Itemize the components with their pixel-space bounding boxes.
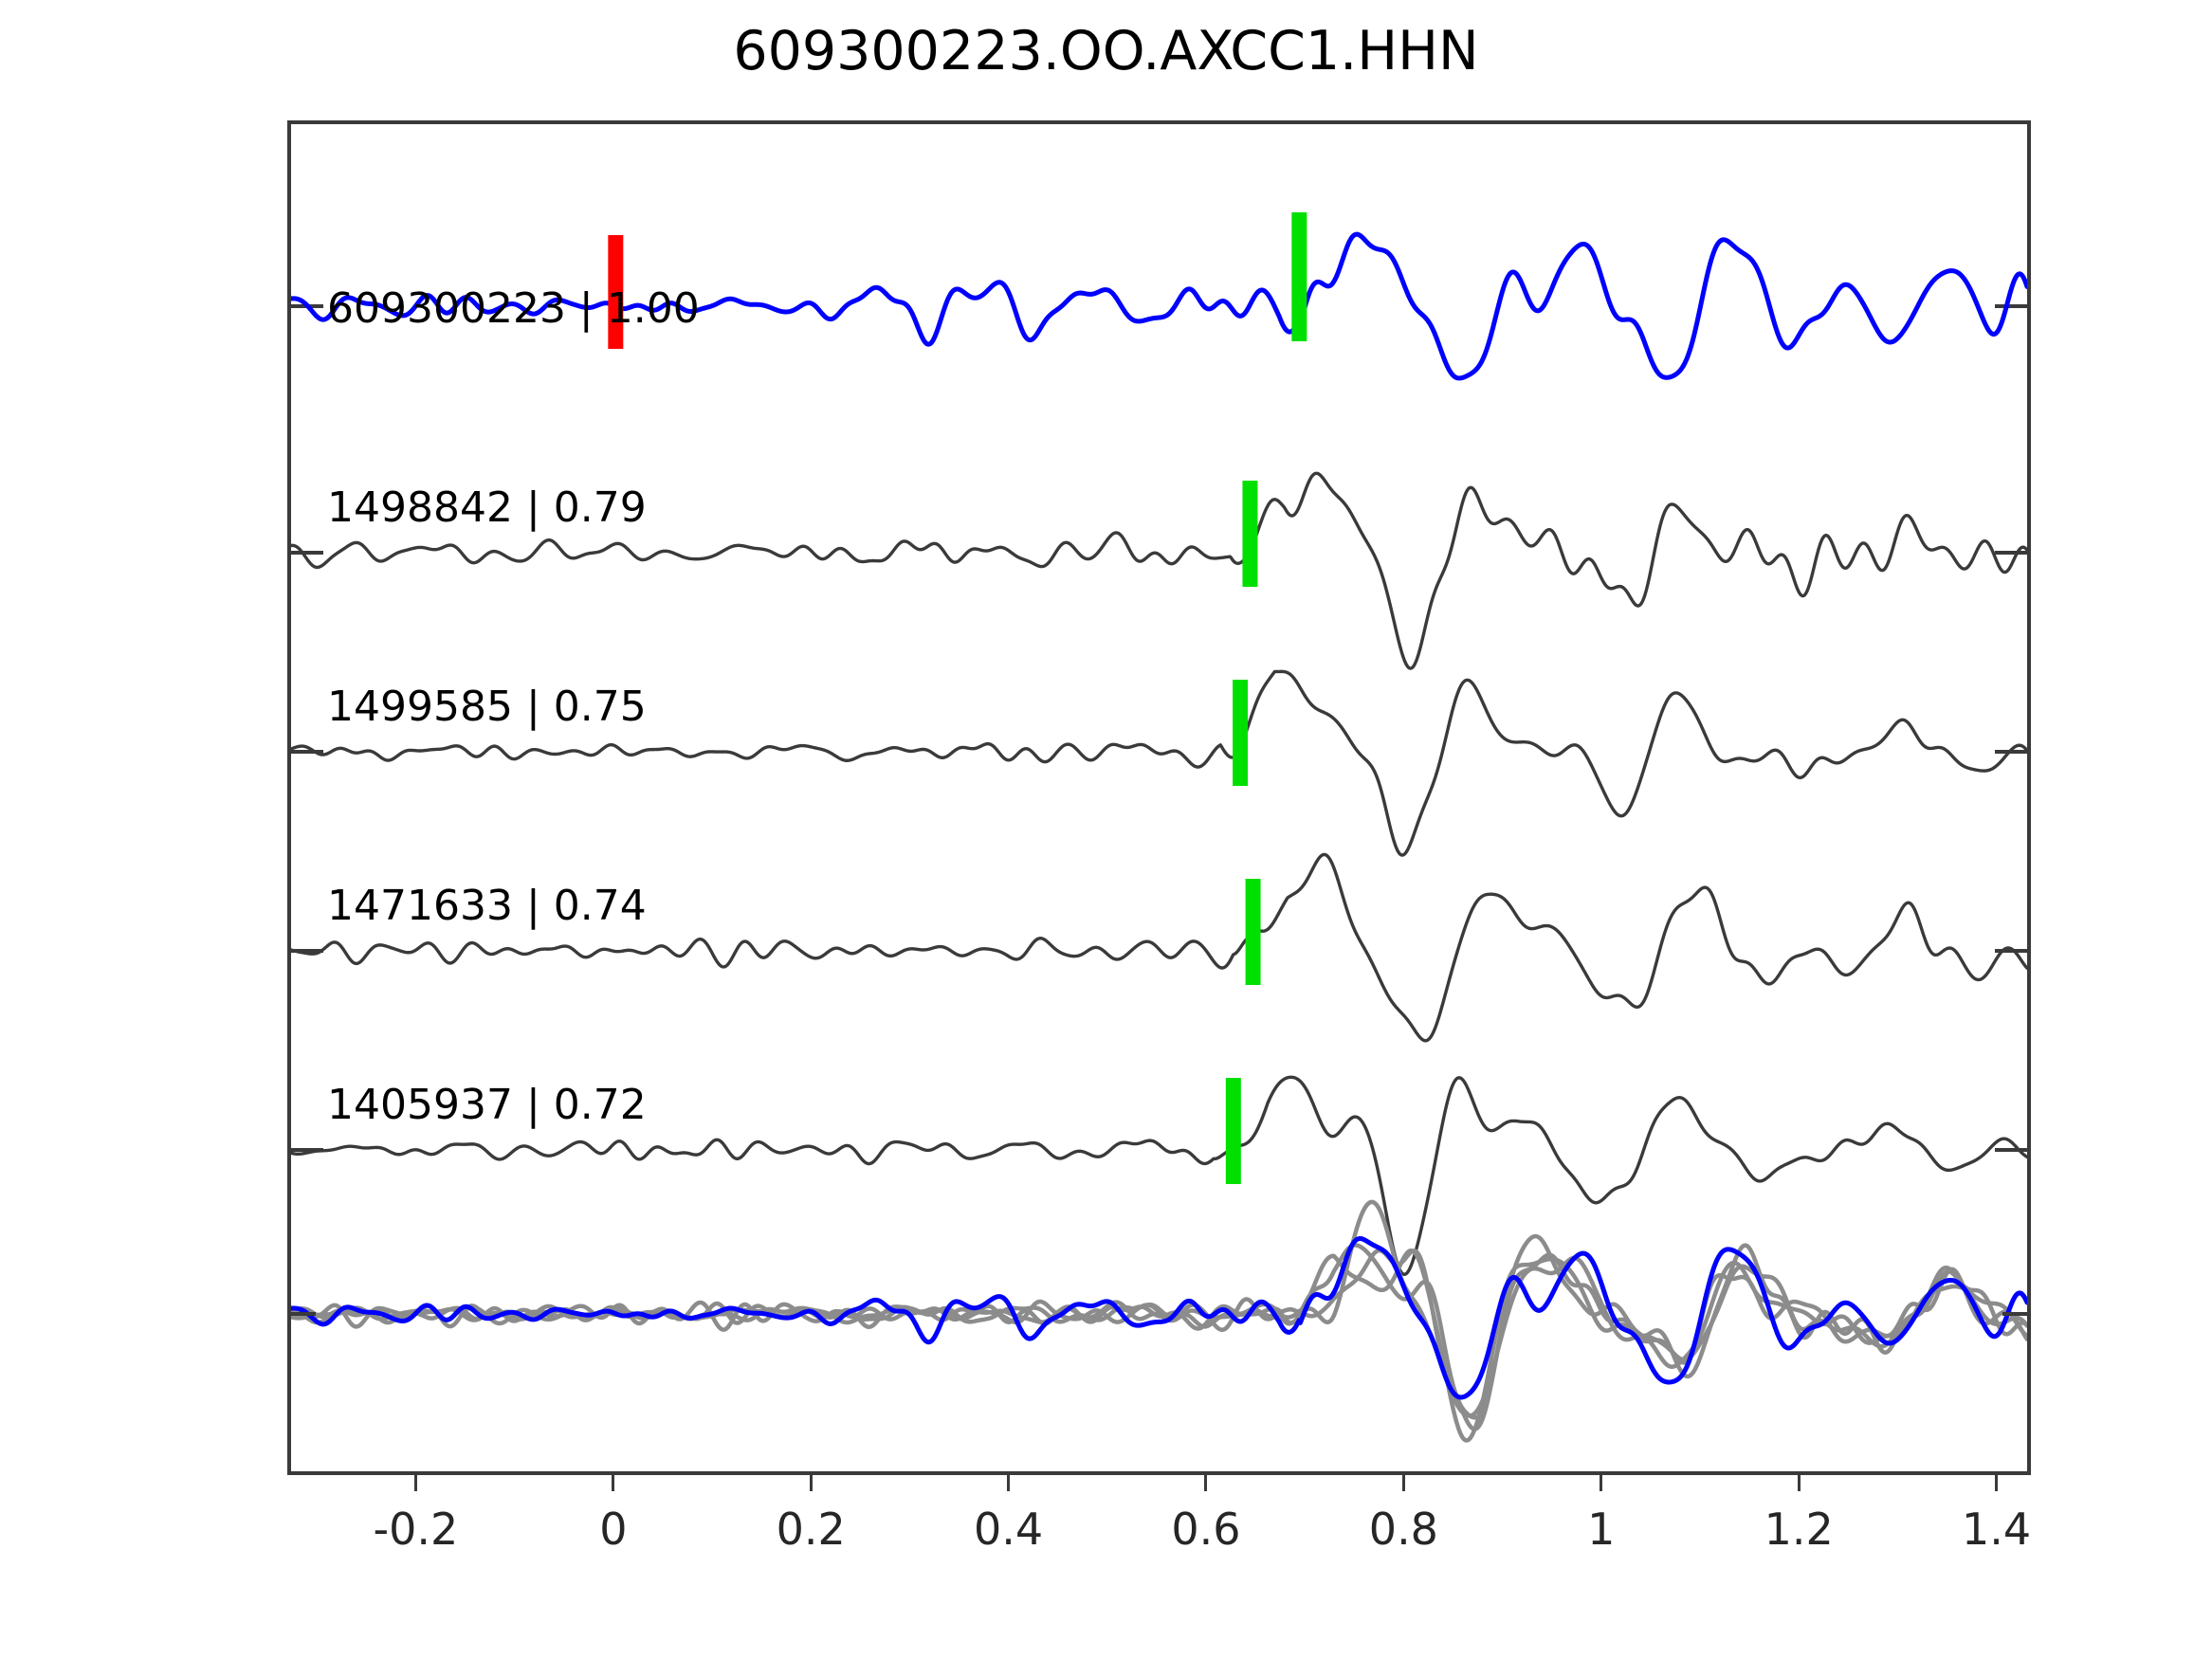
waveform-609300223 <box>291 231 2027 381</box>
x-tick-label: 0.8 <box>1368 1504 1438 1555</box>
x-tick-mark <box>413 1475 417 1491</box>
stack-overlay-1471633 <box>291 1248 2027 1443</box>
x-tick-label: 0 <box>599 1504 628 1555</box>
x-tick-label: 1.4 <box>1961 1504 2032 1555</box>
x-tick-label: 1.2 <box>1764 1504 1834 1555</box>
stack-overlay-1405937 <box>291 1199 2027 1431</box>
stack-overlay-1498842 <box>291 1243 2027 1420</box>
trace-label-609300223: 609300223 | 1.00 <box>327 284 700 333</box>
x-tick-mark <box>612 1475 615 1491</box>
x-tick-label: 0.6 <box>1171 1504 1241 1555</box>
waveform-1498842 <box>291 471 2027 670</box>
x-tick-mark <box>1600 1475 1603 1491</box>
x-tick-label: 1 <box>1587 1504 1616 1555</box>
trace-group-1499585 <box>291 669 2027 857</box>
trace-label-1498842: 1498842 | 0.79 <box>327 483 647 532</box>
plot-area <box>287 120 2031 1475</box>
x-tick-mark <box>1007 1475 1011 1491</box>
trace-label-1405937: 1405937 | 0.72 <box>327 1081 647 1129</box>
trace-label-1471633: 1471633 | 0.74 <box>327 882 647 930</box>
trace-group-1405937 <box>291 1075 2027 1277</box>
waveform-canvas <box>291 212 2027 1443</box>
waveform-1499585 <box>291 669 2027 857</box>
x-tick-mark <box>1797 1475 1801 1491</box>
x-tick-label: 0.2 <box>776 1504 846 1555</box>
x-tick-label: -0.2 <box>373 1504 459 1555</box>
x-tick-label: 0.4 <box>974 1504 1044 1555</box>
trace-group-1471633 <box>291 852 2027 1043</box>
waveform-1471633 <box>291 852 2027 1043</box>
stack-template-trace <box>291 1236 2027 1400</box>
x-axis: -0.2 0 0.2 0.4 0.6 0.8 1 1.2 1.4 <box>287 1475 2031 1560</box>
x-tick-mark <box>1995 1475 1999 1491</box>
stack-panel <box>291 1199 2027 1443</box>
waveform-1405937 <box>291 1075 2027 1277</box>
trace-group-1498842 <box>291 471 2027 670</box>
x-tick-mark <box>1204 1475 1208 1491</box>
stack-overlay-1499585 <box>291 1248 2027 1418</box>
trace-label-1499585: 1499585 | 0.75 <box>327 683 647 731</box>
page-title: 609300223.OO.AXCC1.HHN <box>733 20 1479 82</box>
x-tick-mark <box>1401 1475 1405 1491</box>
x-tick-mark <box>809 1475 813 1491</box>
trace-group-609300223 <box>291 212 2027 381</box>
